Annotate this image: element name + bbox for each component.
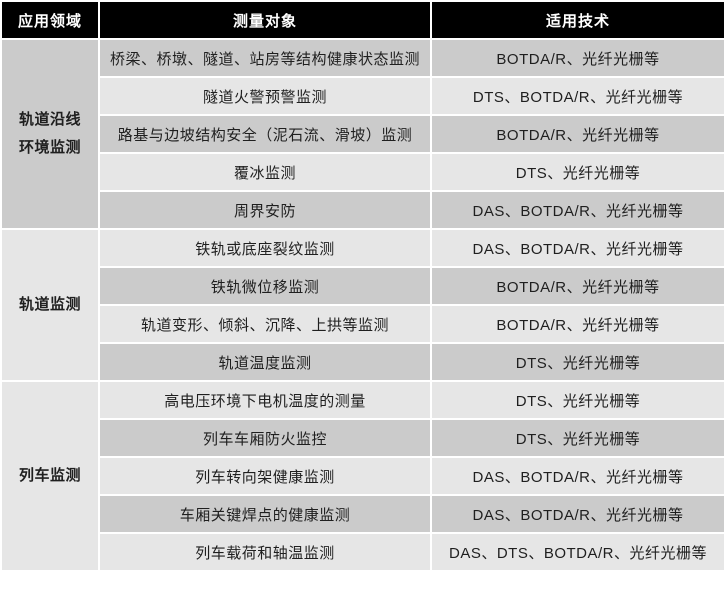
measurement-object-cell: 车厢关键焊点的健康监测 bbox=[100, 496, 430, 532]
measurement-object-cell: 列车车厢防火监控 bbox=[100, 420, 430, 456]
table-row: 车厢关键焊点的健康监测 DAS、BOTDA/R、光纤光栅等 bbox=[2, 496, 724, 532]
application-field-line: 轨道监测 bbox=[18, 295, 81, 313]
technology-cell: BOTDA/R、光纤光栅等 bbox=[432, 40, 724, 76]
technology-cell: DAS、BOTDA/R、光纤光栅等 bbox=[432, 496, 724, 532]
header-row: 应用领域 测量对象 适用技术 bbox=[2, 2, 724, 38]
measurement-object-cell: 覆冰监测 bbox=[100, 154, 430, 190]
measurement-object-cell: 桥梁、桥墩、隧道、站房等结构健康状态监测 bbox=[100, 40, 430, 76]
table-row: 轨道变形、倾斜、沉降、上拱等监测 BOTDA/R、光纤光栅等 bbox=[2, 306, 724, 342]
table-row: 列车车厢防火监控 DTS、光纤光栅等 bbox=[2, 420, 724, 456]
application-table: 应用领域 测量对象 适用技术 轨道沿线 环境监测 桥梁、桥墩、隧道、站房等结构健康状… bbox=[2, 2, 724, 570]
header-technology: 适用技术 bbox=[432, 2, 724, 38]
table-row: 隧道火警预警监测 DTS、BOTDA/R、光纤光栅等 bbox=[2, 78, 724, 114]
table-row: 轨道温度监测 DTS、光纤光栅等 bbox=[2, 344, 724, 380]
application-field-cell: 轨道沿线 环境监测 bbox=[2, 40, 98, 228]
measurement-object-cell: 列车转向架健康监测 bbox=[100, 458, 430, 494]
technology-cell: DAS、DTS、BOTDA/R、光纤光栅等 bbox=[432, 534, 724, 570]
application-field-cell: 轨道监测 bbox=[2, 230, 98, 380]
technology-cell: BOTDA/R、光纤光栅等 bbox=[432, 268, 724, 304]
technology-cell: DTS、BOTDA/R、光纤光栅等 bbox=[432, 78, 724, 114]
measurement-object-cell: 轨道温度监测 bbox=[100, 344, 430, 380]
technology-cell: DAS、BOTDA/R、光纤光栅等 bbox=[432, 230, 724, 266]
technology-cell: BOTDA/R、光纤光栅等 bbox=[432, 306, 724, 342]
technology-cell: DAS、BOTDA/R、光纤光栅等 bbox=[432, 192, 724, 228]
table-header: 应用领域 测量对象 适用技术 bbox=[2, 2, 724, 38]
measurement-object-cell: 周界安防 bbox=[100, 192, 430, 228]
table-body: 轨道沿线 环境监测 桥梁、桥墩、隧道、站房等结构健康状态监测 BOTDA/R、光纤光栅… bbox=[2, 40, 724, 570]
table-row: 铁轨微位移监测 BOTDA/R、光纤光栅等 bbox=[2, 268, 724, 304]
technology-cell: DAS、BOTDA/R、光纤光栅等 bbox=[432, 458, 724, 494]
table-row: 周界安防 DAS、BOTDA/R、光纤光栅等 bbox=[2, 192, 724, 228]
measurement-object-cell: 铁轨或底座裂纹监测 bbox=[100, 230, 430, 266]
measurement-object-cell: 路基与边坡结构安全（泥石流、滑坡）监测 bbox=[100, 116, 430, 152]
measurement-object-cell: 轨道变形、倾斜、沉降、上拱等监测 bbox=[100, 306, 430, 342]
technology-cell: DTS、光纤光栅等 bbox=[432, 420, 724, 456]
measurement-object-cell: 铁轨微位移监测 bbox=[100, 268, 430, 304]
table-row: 路基与边坡结构安全（泥石流、滑坡）监测 BOTDA/R、光纤光栅等 bbox=[2, 116, 724, 152]
table-row: 轨道沿线 环境监测 桥梁、桥墩、隧道、站房等结构健康状态监测 BOTDA/R、光纤光栅… bbox=[2, 40, 724, 228]
technology-cell: DTS、光纤光栅等 bbox=[432, 344, 724, 380]
table-row: 覆冰监测 DTS、光纤光栅等 bbox=[2, 154, 724, 190]
table-row: 列车载荷和轴温监测 DAS、DTS、BOTDA/R、光纤光栅等 bbox=[2, 534, 724, 570]
header-application-field: 应用领域 bbox=[2, 2, 98, 38]
technology-cell: DTS、光纤光栅等 bbox=[432, 154, 724, 190]
measurement-object-cell: 列车载荷和轴温监测 bbox=[100, 534, 430, 570]
technology-cell: BOTDA/R、光纤光栅等 bbox=[432, 116, 724, 152]
technology-cell: DTS、光纤光栅等 bbox=[432, 382, 724, 418]
header-measurement-object: 测量对象 bbox=[100, 2, 430, 38]
application-field-cell: 列车监测 bbox=[2, 382, 98, 570]
application-field-line: 列车监测 bbox=[18, 466, 81, 484]
application-field-line: 轨道沿线 bbox=[18, 110, 81, 128]
table-row: 列车转向架健康监测 DAS、BOTDA/R、光纤光栅等 bbox=[2, 458, 724, 494]
measurement-object-cell: 隧道火警预警监测 bbox=[100, 78, 430, 114]
table-row: 列车监测 高电压环境下电机温度的测量 DTS、光纤光栅等 bbox=[2, 382, 724, 570]
table-row: 轨道监测 铁轨或底座裂纹监测 DAS、BOTDA/R、光纤光栅等 bbox=[2, 230, 724, 380]
measurement-object-cell: 高电压环境下电机温度的测量 bbox=[100, 382, 430, 418]
application-field-line: 环境监测 bbox=[18, 139, 81, 156]
